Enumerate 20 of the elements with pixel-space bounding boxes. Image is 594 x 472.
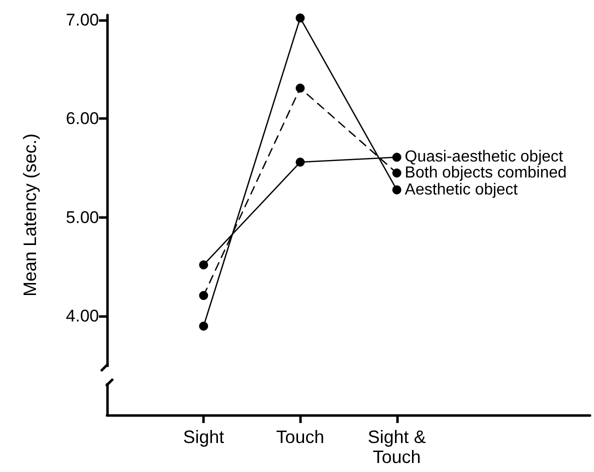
series-label: Aesthetic object bbox=[404, 181, 518, 198]
point bbox=[392, 152, 402, 162]
series-label: Both objects combined bbox=[404, 164, 567, 182]
point bbox=[199, 322, 208, 331]
y-axis-title: Mean Latency (sec.) bbox=[20, 133, 40, 297]
y-tick-label: 6.00 bbox=[66, 109, 99, 128]
point bbox=[392, 185, 402, 194]
point bbox=[296, 84, 305, 93]
point bbox=[199, 290, 208, 300]
y-tick-label: 4.00 bbox=[66, 306, 99, 326]
x-tick-label: Touch bbox=[276, 427, 324, 447]
y-tick-label: 7.00 bbox=[66, 10, 99, 30]
series-label: Quasi-aesthetic object bbox=[404, 148, 564, 166]
y-tick-label: 5.00 bbox=[66, 208, 99, 227]
x-tick-label: Sight & Touch bbox=[368, 427, 426, 467]
x-tick-label: Sight bbox=[183, 427, 224, 447]
point bbox=[296, 13, 305, 22]
point bbox=[296, 158, 305, 167]
point bbox=[392, 168, 402, 178]
point bbox=[199, 260, 208, 270]
